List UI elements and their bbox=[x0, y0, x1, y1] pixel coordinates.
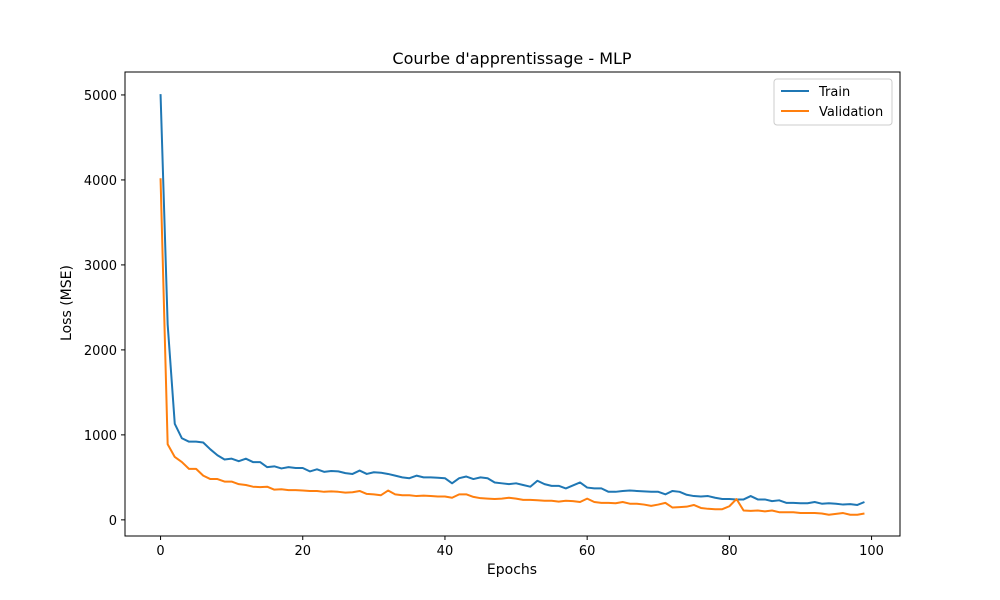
y-tick-label: 2000 bbox=[84, 344, 117, 359]
y-tick-label: 5000 bbox=[84, 89, 117, 104]
x-tick-label: 60 bbox=[579, 544, 596, 559]
y-tick-label: 1000 bbox=[84, 429, 117, 444]
x-tick-label: 100 bbox=[859, 544, 884, 559]
x-tick-label: 80 bbox=[721, 544, 738, 559]
y-axis-label: Loss (MSE) bbox=[59, 265, 75, 341]
y-tick-label: 0 bbox=[109, 514, 117, 529]
legend-label-validation: Validation bbox=[819, 105, 883, 120]
series-line-train bbox=[159, 94, 865, 506]
chart-title: Courbe d'apprentissage - MLP bbox=[392, 49, 632, 68]
series-line-validation bbox=[159, 178, 865, 516]
x-axis-label: Epochs bbox=[487, 562, 537, 578]
legend: Train Validation bbox=[773, 78, 893, 126]
x-tick-label: 0 bbox=[156, 544, 164, 559]
legend-label-train: Train bbox=[818, 85, 850, 100]
plot-frame bbox=[124, 71, 901, 537]
x-tick-label: 40 bbox=[437, 544, 454, 559]
x-tick-label: 20 bbox=[294, 544, 311, 559]
y-tick-label: 3000 bbox=[84, 259, 117, 274]
plot-area bbox=[159, 94, 865, 516]
y-tick-label: 4000 bbox=[84, 174, 117, 189]
